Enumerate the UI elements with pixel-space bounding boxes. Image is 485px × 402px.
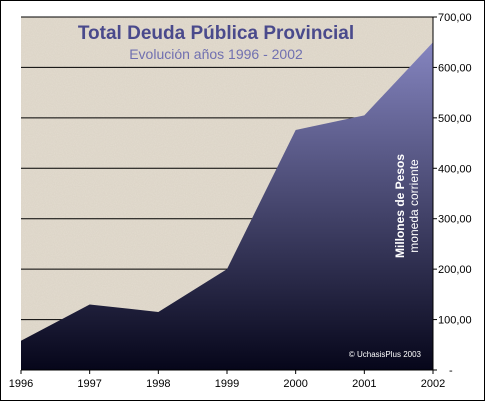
copyright-credit: © UchasisPlus 2003 bbox=[349, 350, 422, 359]
debt-area-series bbox=[21, 42, 433, 370]
y-axis-subtitle-group: moneda corriente bbox=[407, 159, 421, 253]
y-axis-label: Millones de Pesos bbox=[393, 154, 407, 258]
x-tick-label: 2002 bbox=[421, 378, 445, 390]
y-axis-ticks: - 100,00 200,00 300,00 400,00 500,00 600,00 700… bbox=[433, 12, 472, 377]
x-tick-label: 1996 bbox=[9, 378, 33, 390]
x-tick-label: 1998 bbox=[146, 378, 170, 390]
y-axis-title-group: Millones de Pesos bbox=[393, 154, 407, 258]
x-tick-label: 2001 bbox=[352, 378, 376, 390]
y-tick-label: 700,00 bbox=[438, 12, 472, 24]
y-tick-label: 400,00 bbox=[438, 163, 472, 175]
x-tick-label: 2000 bbox=[283, 378, 307, 390]
y-tick-label: 600,00 bbox=[438, 62, 472, 74]
y-tick-label: 300,00 bbox=[438, 214, 472, 226]
x-axis-ticks: 1996 1997 1998 1999 2000 2001 2002 bbox=[9, 370, 445, 390]
x-tick-label: 1999 bbox=[215, 378, 239, 390]
y-tick-label: 100,00 bbox=[438, 315, 472, 327]
y-tick-label: - bbox=[449, 365, 453, 377]
y-tick-label: 500,00 bbox=[438, 113, 472, 125]
y-tick-label: 200,00 bbox=[438, 264, 472, 276]
y-axis-sublabel: moneda corriente bbox=[407, 159, 421, 253]
x-tick-label: 1997 bbox=[77, 378, 101, 390]
chart-title: Total Deuda Pública Provincial bbox=[78, 23, 354, 44]
chart-subtitle: Evolución años 1996 - 2002 bbox=[129, 46, 303, 62]
